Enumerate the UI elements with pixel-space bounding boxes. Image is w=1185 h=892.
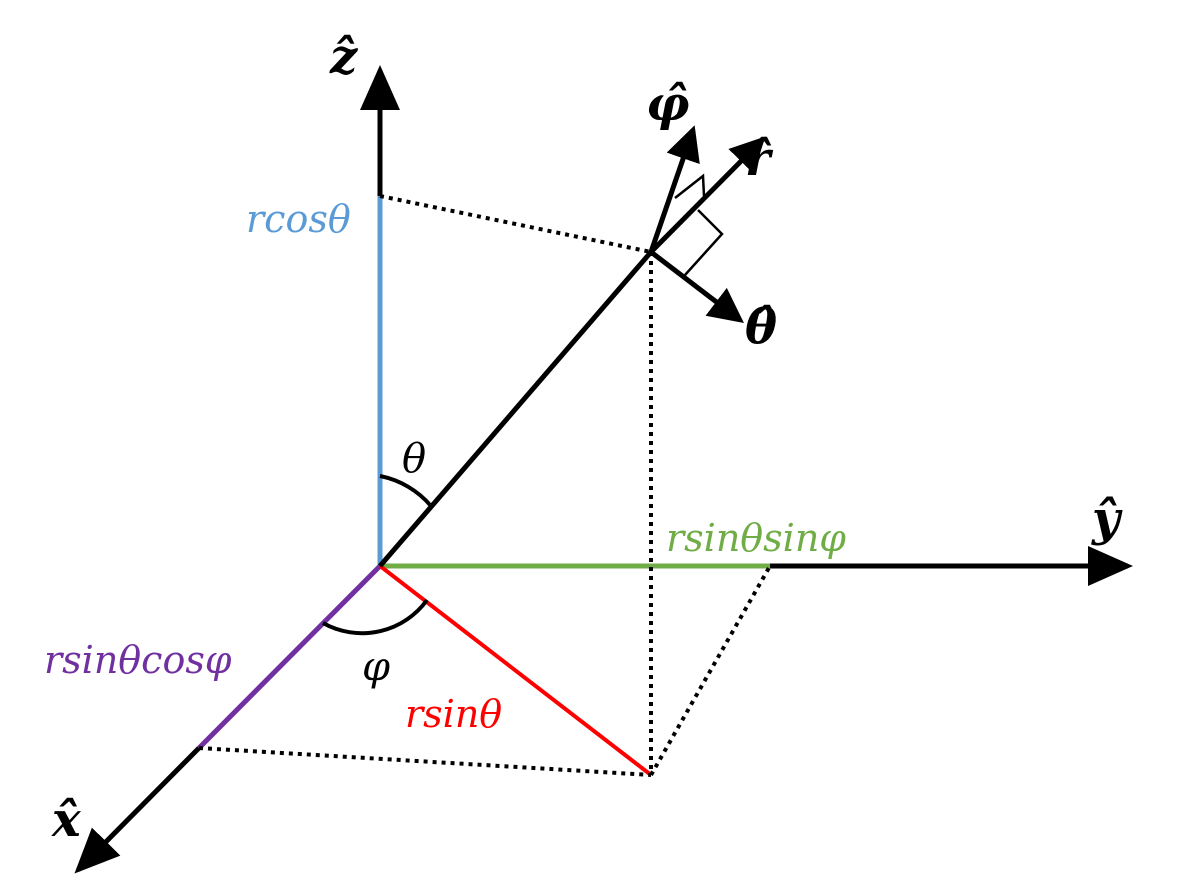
xy-projection-segment: [378, 564, 653, 777]
construction-lines: [198, 194, 772, 777]
x-component-label: rsinθcosφ: [44, 638, 232, 682]
theta-hat-vector: [649, 250, 744, 324]
phi-arc: [322, 598, 429, 636]
r-vector: [378, 250, 653, 568]
phi-hat-label: φ̂: [646, 76, 689, 132]
theta-angle-label: θ: [402, 436, 426, 482]
xy-projection-label: rsinθ: [405, 692, 502, 736]
right-angle-marker-phi: [674, 173, 706, 199]
y-axis-label: ŷ: [1091, 491, 1123, 547]
z-axis-label: ẑ: [329, 29, 359, 85]
y-component-label: rsinθsinφ: [666, 516, 846, 560]
x-axis-label: x̂: [51, 792, 82, 848]
x-component-segment: [197, 564, 382, 750]
phi-angle-label: φ: [362, 644, 390, 690]
r-hat-label: r̂: [745, 131, 774, 187]
phi-hat-vector: [648, 125, 700, 253]
right-angle-marker-theta: [684, 209, 724, 276]
z-component-label: rcosθ: [246, 197, 351, 241]
r-hat-vector: [649, 136, 766, 254]
x-axis: [74, 746, 201, 874]
theta-hat-label: θ̂: [745, 299, 777, 355]
theta-arc: [379, 474, 433, 508]
